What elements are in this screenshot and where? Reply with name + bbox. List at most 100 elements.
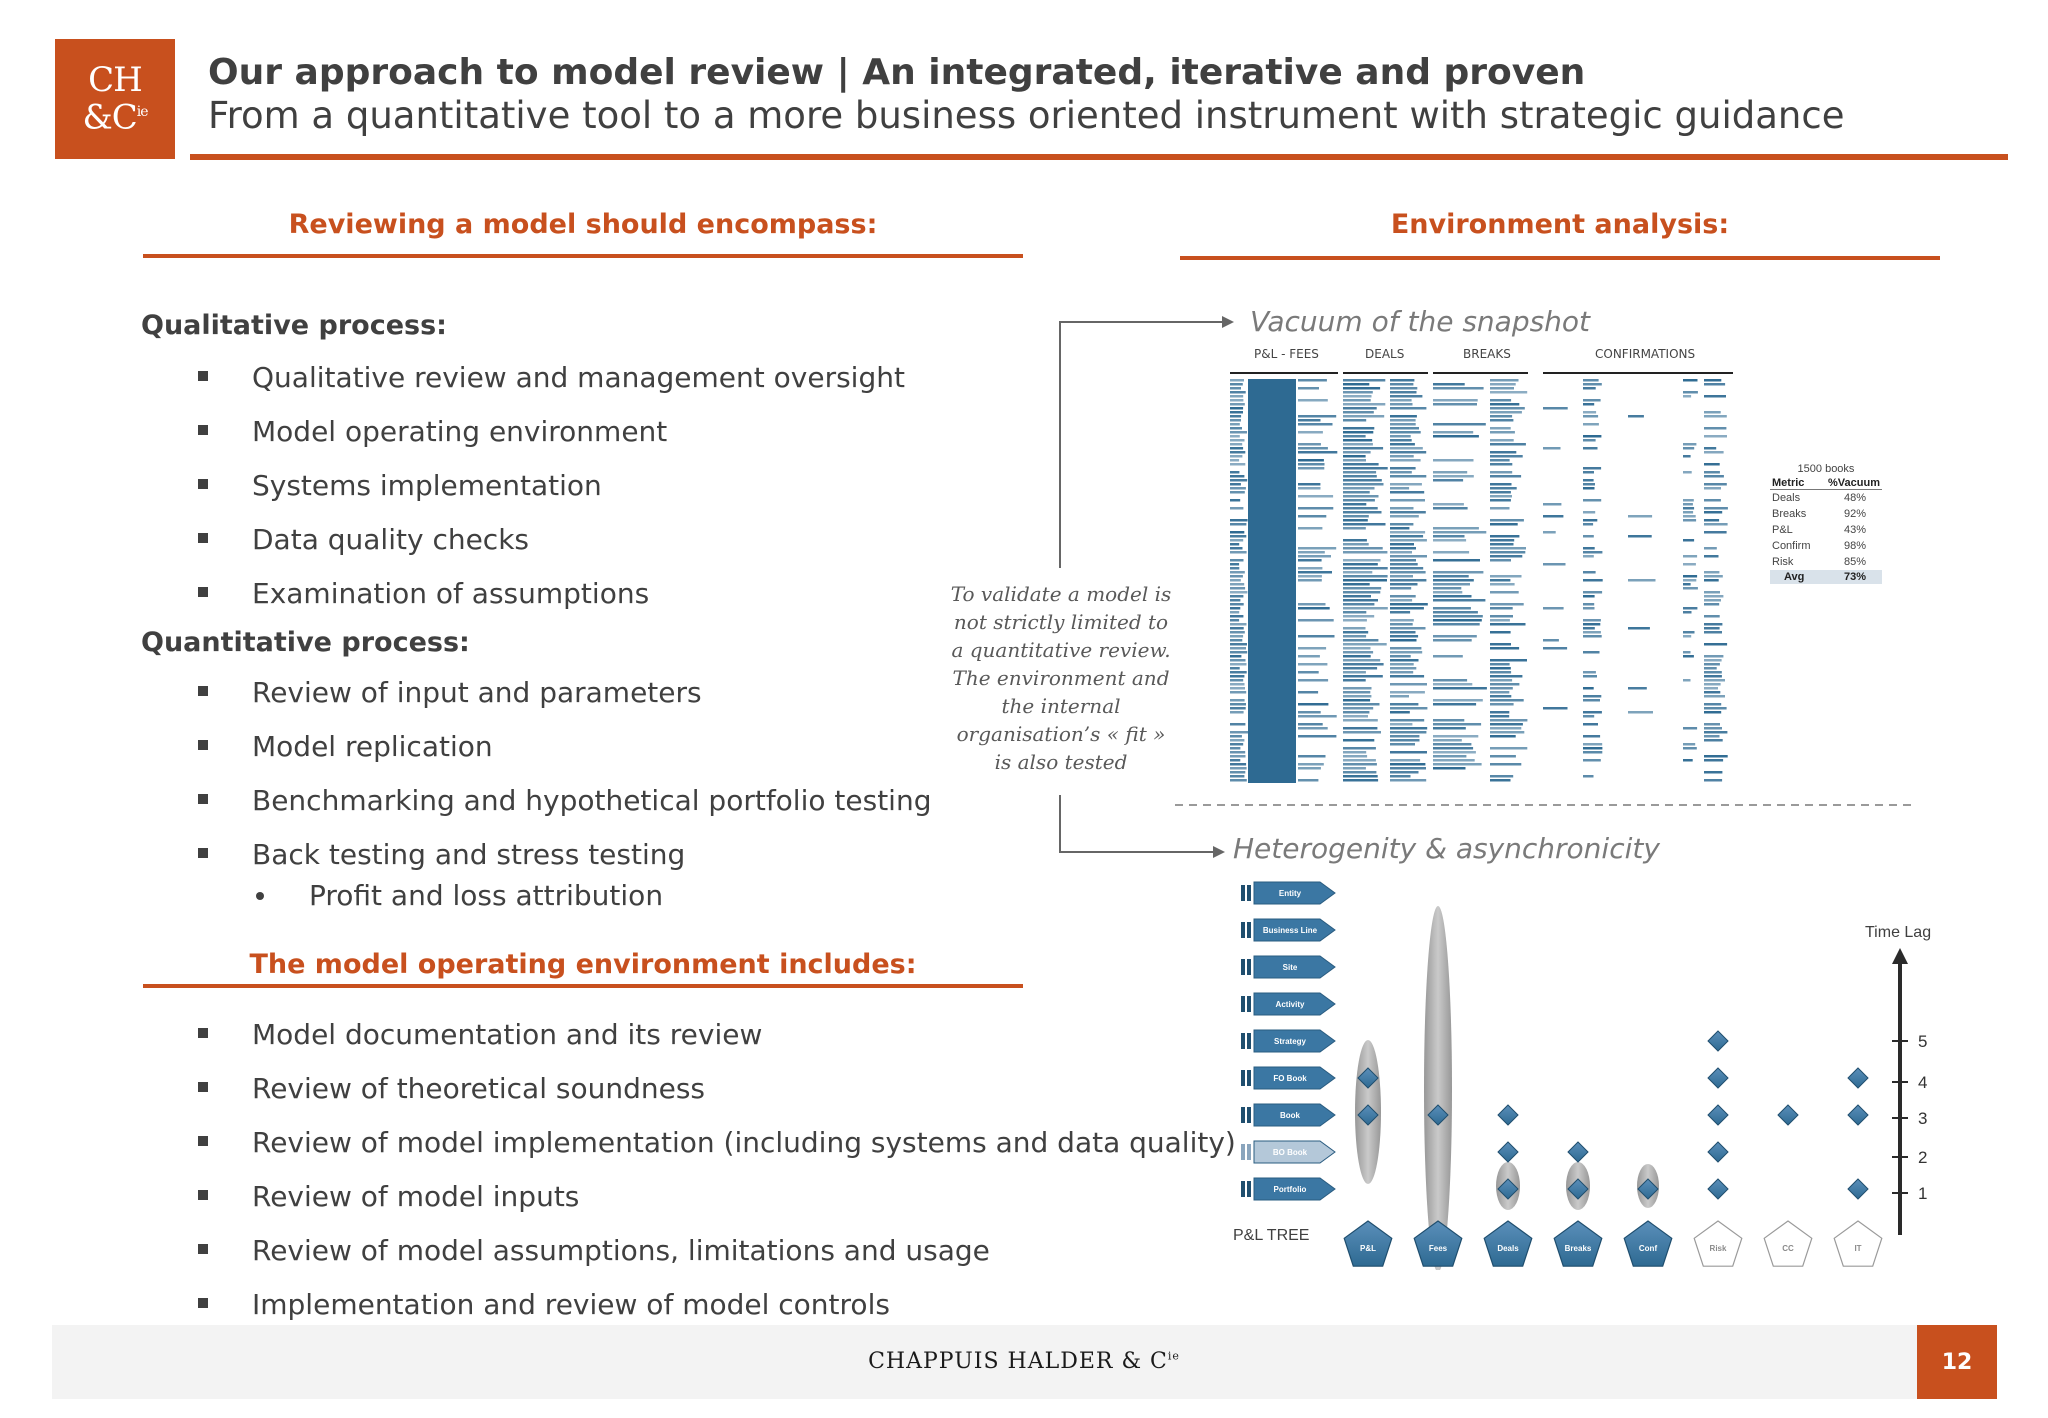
level-bar xyxy=(1247,1181,1251,1197)
vacuum-cell xyxy=(1583,687,1594,690)
vacuum-cell xyxy=(1583,499,1602,502)
vacuum-cell xyxy=(1298,387,1319,390)
vacuum-cell xyxy=(1704,591,1720,594)
vacuum-cell xyxy=(1390,575,1413,578)
vacuum-cell xyxy=(1390,419,1416,422)
vacuum-cell xyxy=(1390,511,1426,514)
pl-tree-node-label: Breaks xyxy=(1565,1244,1592,1253)
vacuum-cell xyxy=(1583,695,1602,698)
vacuum-cell xyxy=(1704,447,1717,450)
vacuum-cell xyxy=(1433,759,1475,762)
level-row: Site xyxy=(1241,955,1336,979)
vacuum-cell xyxy=(1298,415,1337,418)
vacuum-cell xyxy=(1583,751,1603,754)
vacuum-header-metric: Metric xyxy=(1772,477,1805,489)
diamond-marker xyxy=(1567,1178,1589,1200)
vacuum-cell xyxy=(1583,547,1595,550)
vacuum-cell xyxy=(1343,731,1381,734)
vacuum-cell xyxy=(1343,479,1382,482)
vacuum-cell xyxy=(1490,407,1525,410)
vacuum-cell xyxy=(1683,503,1693,506)
vacuum-cell xyxy=(1390,423,1416,426)
time-lag-tick-label: 5 xyxy=(1918,1032,1927,1051)
vacuum-cell xyxy=(1343,579,1387,582)
vacuum-cell xyxy=(1298,459,1324,462)
vacuum-cell xyxy=(1343,635,1367,638)
vacuum-cell xyxy=(1683,555,1698,558)
diamond-marker xyxy=(1497,1178,1519,1200)
level-label: FO Book xyxy=(1273,1074,1307,1083)
pl-tree-pentagon xyxy=(1763,1220,1813,1267)
vacuum-cell xyxy=(1343,483,1384,486)
list-item: Benchmarking and hypothetical portfolio … xyxy=(198,784,932,817)
vacuum-cell xyxy=(1490,439,1514,442)
vacuum-cell xyxy=(1704,411,1721,414)
vacuum-cell xyxy=(1433,719,1465,722)
list-item: Qualitative review and management oversi… xyxy=(198,361,905,394)
list-item-label: Benchmarking and hypothetical portfolio … xyxy=(252,784,932,817)
vacuum-cell xyxy=(1230,655,1242,658)
vacuum-cell xyxy=(1343,763,1377,766)
vacuum-cell xyxy=(1230,399,1244,402)
list-item: Review of input and parameters xyxy=(198,676,702,709)
vacuum-cell xyxy=(1704,511,1723,514)
vacuum-cell xyxy=(1583,519,1598,522)
vacuum-cell xyxy=(1490,715,1510,718)
vacuum-cell xyxy=(1298,495,1334,498)
heterogeneity-title: Heterogenity & asynchronicity xyxy=(1233,832,1660,865)
vacuum-cell xyxy=(1490,387,1514,390)
vacuum-cell xyxy=(1343,451,1371,454)
vacuum-cell xyxy=(1433,639,1472,642)
vacuum-cell xyxy=(1704,771,1723,774)
list-item: Examination of assumptions xyxy=(198,577,649,610)
vacuum-cell xyxy=(1343,499,1375,502)
vacuum-cell xyxy=(1490,523,1518,526)
vacuum-cell xyxy=(1704,599,1721,602)
diamond-marker xyxy=(1567,1141,1589,1163)
vacuum-cell xyxy=(1230,643,1247,646)
list-item-label: Model replication xyxy=(252,730,493,763)
vacuum-cell xyxy=(1230,443,1243,446)
vacuum-cell xyxy=(1230,703,1246,706)
vacuum-cell xyxy=(1628,535,1652,538)
vacuum-cell xyxy=(1543,639,1559,642)
vacuum-cell xyxy=(1583,387,1596,390)
vacuum-cell xyxy=(1433,599,1486,602)
vacuum-cell xyxy=(1490,667,1511,670)
vacuum-cell xyxy=(1583,415,1599,418)
vacuum-table-caption: 1500 books xyxy=(1797,463,1855,475)
vacuum-cell xyxy=(1433,655,1463,658)
vacuum-cell xyxy=(1583,511,1596,514)
column-label-breaks: BREAKS xyxy=(1463,347,1511,361)
vacuum-table-row: Deals 48% xyxy=(1770,490,1882,506)
vacuum-cell xyxy=(1390,431,1421,434)
bullet-square xyxy=(198,1190,208,1200)
vacuum-cell xyxy=(1490,703,1514,706)
vacuum-cell xyxy=(1298,527,1323,530)
vacuum-cell xyxy=(1390,739,1420,742)
vacuum-cell xyxy=(1390,587,1412,590)
vacuum-cell xyxy=(1490,699,1524,702)
vacuum-cell xyxy=(1343,411,1374,414)
level-row: BO Book xyxy=(1241,1140,1336,1164)
vacuum-cell xyxy=(1390,475,1427,478)
vacuum-cell xyxy=(1343,595,1371,598)
vacuum-cell xyxy=(1433,635,1477,638)
vacuum-cell xyxy=(1490,755,1516,758)
vacuum-cell xyxy=(1704,483,1727,486)
vacuum-cell xyxy=(1390,543,1414,546)
pl-tree-pentagon xyxy=(1483,1220,1533,1267)
vacuum-cell xyxy=(1230,699,1245,702)
vacuum-cell xyxy=(1390,727,1428,730)
vacuum-cell xyxy=(1490,419,1514,422)
vacuum-cell xyxy=(1583,723,1598,726)
pl-tree-node: Deals xyxy=(1483,1220,1533,1267)
vacuum-cell xyxy=(1433,423,1486,426)
vacuum-cell xyxy=(1390,595,1416,598)
vacuum-cell xyxy=(1543,447,1561,450)
vacuum-cell xyxy=(1230,431,1247,434)
diamond-marker xyxy=(1497,1104,1519,1126)
time-lag-label: Time Lag xyxy=(1865,924,1931,941)
vacuum-cell xyxy=(1390,691,1425,694)
vacuum-cell xyxy=(1490,763,1522,766)
